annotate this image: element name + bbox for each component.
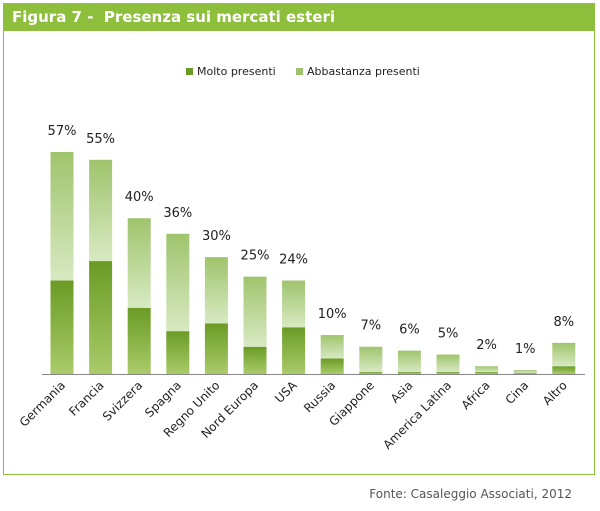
bar-abbastanza-presenti-usa	[282, 280, 306, 328]
x-tick-label-cina: Cina	[503, 378, 532, 407]
bar-molto-presenti-asia	[397, 372, 421, 374]
bar-abbastanza-presenti-svizzera	[127, 218, 151, 308]
x-tick-label-usa: USA	[272, 378, 300, 406]
x-tick-label-altro: Altro	[540, 378, 570, 408]
bar-molto-presenti-francia	[89, 261, 113, 374]
x-tick-label-africa: Africa	[459, 378, 493, 412]
legend-label-abbastanza-presenti: Abbastanza presenti	[307, 65, 420, 78]
x-tick-label-asia: Asia	[388, 378, 416, 406]
data-label-asia: 6%	[399, 323, 420, 338]
data-label-svizzera: 40%	[125, 190, 154, 205]
bar-molto-presenti-cina	[513, 372, 537, 374]
bar-molto-presenti-africa	[475, 372, 499, 374]
data-label-russia: 10%	[318, 307, 347, 322]
bar-molto-presenti-svizzera	[127, 307, 151, 374]
bar-molto-presenti-spagna	[166, 331, 190, 374]
bar-molto-presenti-nord-europa	[243, 346, 267, 374]
bar-abbastanza-presenti-america-latina	[436, 354, 460, 373]
legend-swatch-molto-presenti	[186, 68, 193, 75]
bar-abbastanza-presenti-francia	[89, 159, 113, 262]
bar-molto-presenti-altro	[552, 366, 576, 374]
figure-title: Figura 7 - Presenza sui mercati esteri	[12, 8, 335, 26]
bar-abbastanza-presenti-giappone	[359, 346, 383, 373]
x-tick-label-svizzera: Svizzera	[100, 378, 145, 423]
x-tick-label-germania: Germania	[17, 378, 68, 429]
figure-header: Figura 7 - Presenza sui mercati esteri	[4, 4, 594, 31]
bar-molto-presenti-germania	[50, 280, 74, 374]
bar-abbastanza-presenti-germania	[50, 152, 74, 281]
bar-abbastanza-presenti-altro	[552, 342, 576, 367]
bar-molto-presenti-russia	[320, 358, 344, 374]
bar-molto-presenti-america-latina	[436, 372, 460, 374]
source-note: Fonte: Casaleggio Associati, 2012	[369, 487, 572, 501]
data-label-altro: 8%	[553, 315, 574, 330]
data-label-regno-unito: 30%	[202, 229, 231, 244]
bar-abbastanza-presenti-asia	[397, 350, 421, 373]
data-label-africa: 2%	[476, 338, 497, 353]
bar-abbastanza-presenti-russia	[320, 335, 344, 359]
bar-abbastanza-presenti-spagna	[166, 233, 190, 332]
data-label-cina: 1%	[515, 342, 536, 357]
bar-abbastanza-presenti-nord-europa	[243, 276, 267, 347]
legend-label-molto-presenti: Molto presenti	[197, 65, 276, 78]
bar-abbastanza-presenti-cina	[513, 370, 537, 373]
data-label-america-latina: 5%	[438, 327, 459, 342]
data-label-nord-europa: 25%	[241, 249, 270, 264]
data-label-francia: 55%	[86, 132, 115, 147]
legend-swatch-abbastanza-presenti	[296, 68, 303, 75]
data-label-giappone: 7%	[360, 319, 381, 334]
bar-abbastanza-presenti-regno-unito	[204, 257, 228, 324]
data-label-spagna: 36%	[163, 206, 192, 221]
data-label-germania: 57%	[48, 124, 77, 139]
bar-molto-presenti-giappone	[359, 372, 383, 374]
x-tick-label-america-latina: America Latina	[380, 378, 454, 452]
legend: Molto presenti Abbastanza presenti	[186, 65, 420, 78]
bar-molto-presenti-usa	[282, 327, 306, 374]
bar-molto-presenti-regno-unito	[204, 323, 228, 374]
bar-abbastanza-presenti-africa	[475, 366, 499, 373]
data-label-usa: 24%	[279, 253, 308, 268]
x-tick-label-russia: Russia	[301, 378, 338, 415]
